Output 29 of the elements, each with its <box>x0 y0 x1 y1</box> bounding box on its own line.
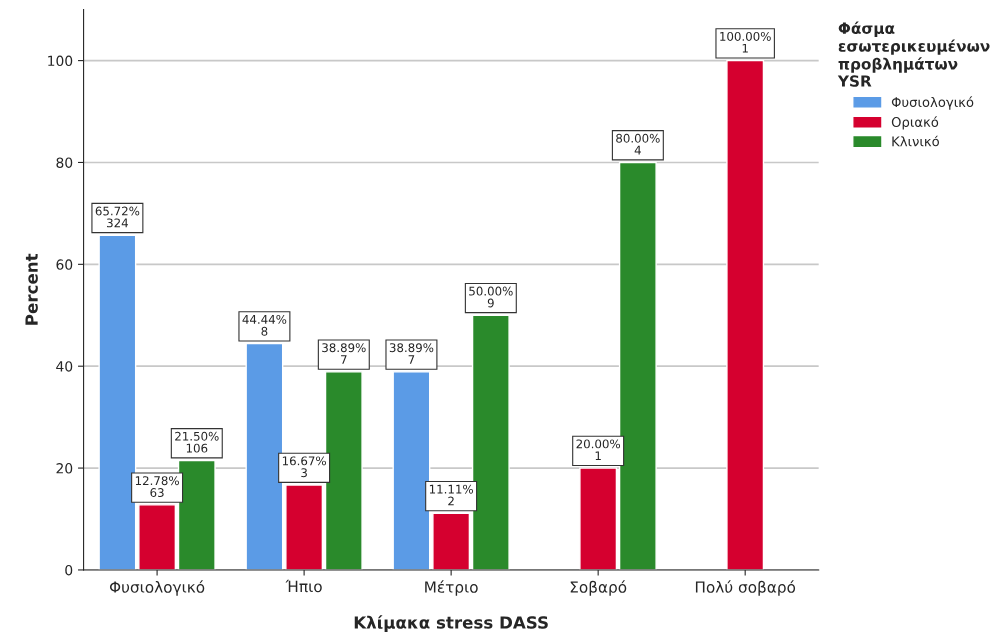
y-tick-label: 80 <box>56 157 73 168</box>
data-label: 16.67% 3 <box>282 456 326 478</box>
x-tick-label: Μέτριο <box>425 580 478 596</box>
x-axis-title: Κλίμακα stress DASS <box>354 615 548 633</box>
data-label: 11.11% 2 <box>429 484 473 506</box>
data-label: 44.44% 8 <box>242 314 287 336</box>
data-label: 20.00% 1 <box>576 439 621 461</box>
x-tick-label: Πολύ σοβαρό <box>695 580 796 596</box>
y-axis-title: Percent <box>25 253 38 325</box>
x-tick-label: Φυσιολογικό <box>109 580 205 596</box>
data-label: 21.50% 106 <box>175 431 219 453</box>
y-tick-label: 40 <box>56 361 73 372</box>
legend-title: Φάσμα εσωτερικευμένων προβλημάτων YSR <box>837 21 990 87</box>
y-tick-label: 60 <box>56 259 73 270</box>
data-label: 50.00% 9 <box>469 286 513 308</box>
data-label: 12.78% 63 <box>135 476 179 497</box>
data-label: 38.89% 7 <box>322 343 366 364</box>
data-label: 80.00% 4 <box>616 133 660 155</box>
legend-label: Κλινικό <box>892 135 939 147</box>
legend-label: Φυσιολογικό <box>891 96 974 110</box>
y-tick-label: 20 <box>56 463 73 474</box>
y-tick-label: 0 <box>65 564 73 576</box>
data-label: 100.00% 1 <box>720 31 771 53</box>
y-tick-label: 100 <box>48 55 73 67</box>
x-tick-label: Σοβαρό <box>570 580 627 596</box>
data-label: 38.89% 7 <box>389 343 434 364</box>
data-label: 65.72% 324 <box>95 206 140 228</box>
legend-label: Οριακό <box>891 116 939 130</box>
x-tick-label: Ήπιο <box>285 579 322 593</box>
